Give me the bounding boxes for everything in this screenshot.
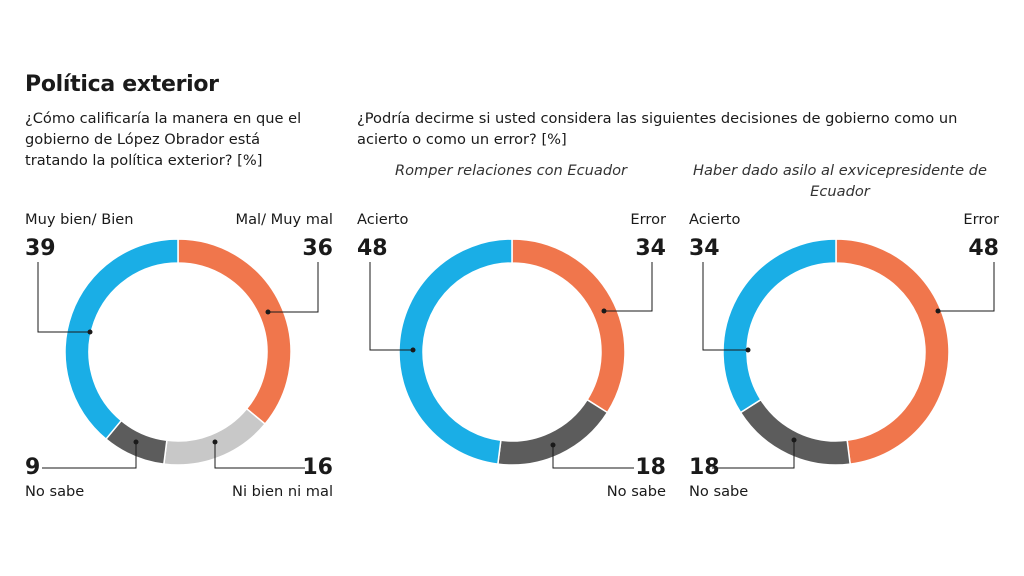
chart-1-label-muy-bien: Muy bien/ Bien (25, 211, 134, 228)
chart-3-slice-3 (722, 238, 837, 414)
chart-1-label-ni-bien: Ni bien ni mal (232, 483, 333, 500)
chart-3-leader-dot-1 (935, 308, 941, 314)
chart-1-leader-dot-1 (265, 309, 271, 315)
chart-1-label-no-sabe: No sabe (25, 483, 85, 500)
chart-2-slice-3 (398, 238, 513, 465)
chart-3-value-acierto: 34 (689, 236, 720, 261)
donut-chart-2 (369, 238, 653, 469)
chart-3-slice-1 (835, 238, 950, 465)
chart-3-leader-1 (938, 262, 995, 312)
chart-3-leader-dot-3 (745, 347, 751, 353)
chart-2-value-error: 34 (635, 236, 666, 261)
chart-3-leader-2 (712, 440, 795, 469)
chart-1-leader-1 (268, 262, 319, 313)
chart-1-value-ni-bien: 16 (302, 455, 333, 480)
chart-1-slice-2 (162, 407, 267, 466)
chart-1-slice-1 (177, 238, 292, 426)
chart-1-slice-4 (64, 238, 179, 441)
donut-chart-3 (702, 238, 995, 469)
chart-1-leader-dot-4 (87, 329, 93, 335)
chart-2-label-error: Error (630, 211, 666, 228)
chart-1-leader-3 (42, 442, 137, 469)
chart-1-value-muy-bien: 39 (25, 236, 56, 261)
chart-3-label-acierto: Acierto (689, 211, 741, 228)
chart-1-leader-dot-3 (133, 439, 139, 445)
chart-2-label-acierto: Acierto (357, 211, 409, 228)
chart-2-leader-dot-1 (601, 308, 607, 314)
chart-3-subtitle: Haber dado asilo al exvicepresidente de … (693, 162, 987, 200)
chart-3-value-error: 48 (968, 236, 999, 261)
chart-3-slice-2 (739, 398, 852, 466)
question-1: ¿Cómo calificaría la manera en que el go… (25, 110, 302, 169)
chart-1-leader-4 (37, 262, 90, 333)
chart-3-value-no-sabe: 18 (689, 455, 720, 480)
chart-3-label-no-sabe: No sabe (689, 483, 749, 500)
chart-1-value-no-sabe: 9 (25, 455, 41, 480)
chart-2-leader-dot-2 (550, 442, 556, 448)
page-title: Política exterior (25, 72, 219, 97)
chart-3-leader-dot-2 (791, 437, 797, 443)
chart-3-leader-3 (702, 262, 748, 351)
chart-1-label-mal: Mal/ Muy mal (235, 211, 333, 228)
chart-2-value-acierto: 48 (357, 236, 388, 261)
chart-1-value-mal: 36 (302, 236, 333, 261)
chart-2-leader-2 (552, 445, 634, 469)
donut-chart-1 (37, 238, 319, 469)
chart-2-slice-1 (511, 238, 626, 414)
chart-2-value-no-sabe: 18 (635, 455, 666, 480)
chart-2-leader-dot-3 (410, 347, 416, 353)
chart-2-subtitle: Romper relaciones con Ecuador (394, 162, 628, 179)
chart-2-leader-1 (604, 262, 653, 312)
chart-1-leader-2 (214, 442, 305, 469)
chart-2-label-no-sabe: No sabe (606, 483, 666, 500)
chart-2-leader-3 (369, 262, 413, 351)
question-2: ¿Podría decirme si usted considera las s… (357, 110, 958, 148)
chart-3-label-error: Error (963, 211, 999, 228)
chart-1-leader-dot-2 (212, 439, 218, 445)
